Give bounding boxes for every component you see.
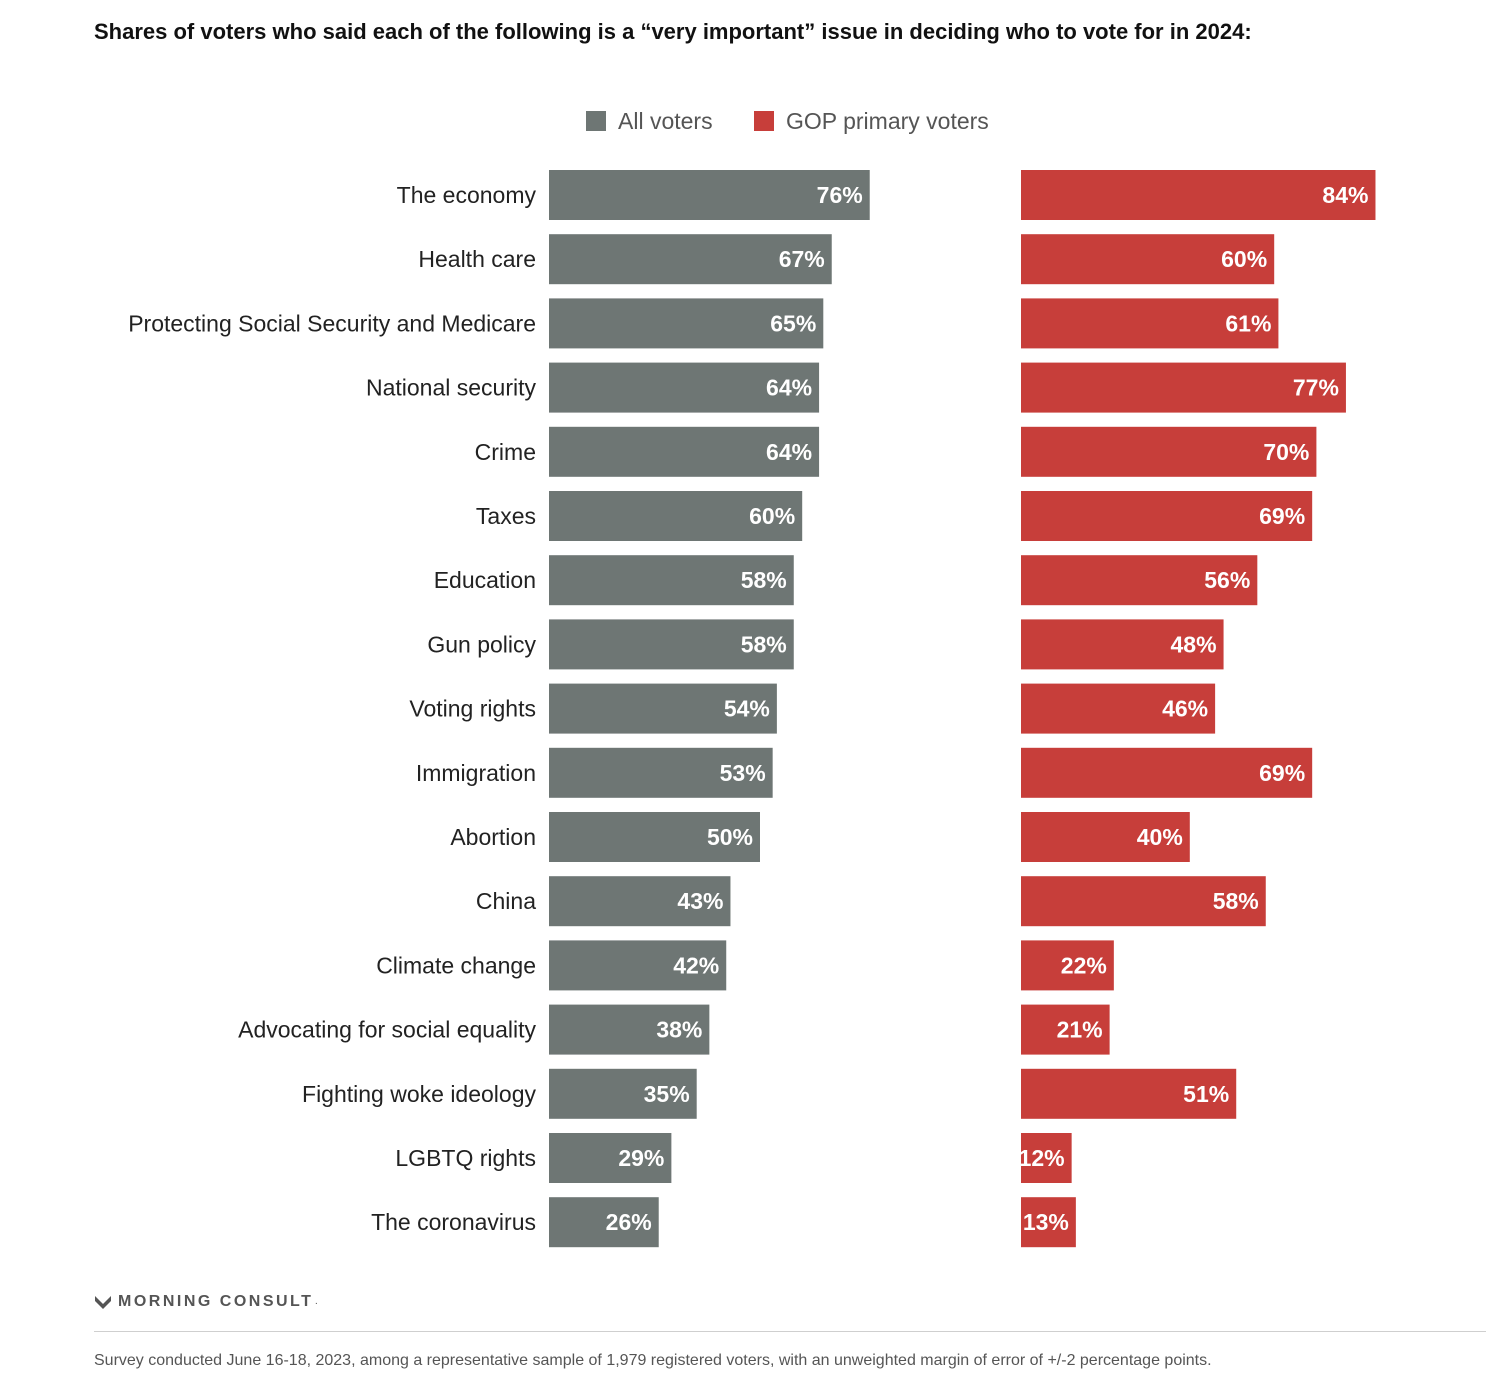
bar-all-voters-the-economy	[549, 170, 870, 220]
value-label-all-voters-lgbtq-rights: 29%	[618, 1145, 664, 1171]
category-label-the-coronavirus: The coronavirus	[371, 1209, 536, 1235]
bar-all-voters-advocating-for-social-equality	[549, 1004, 710, 1055]
bar-all-voters-protecting-social-security-and-medicare	[549, 298, 824, 349]
value-label-all-voters-protecting-social-security-and-medicare: 65%	[770, 310, 816, 336]
legend-item-gop-primary-voters: GOP primary voters	[754, 104, 989, 138]
legend: All voters GOP primary voters	[0, 104, 1486, 138]
value-label-all-voters-climate-change: 42%	[673, 952, 719, 978]
value-label-all-voters-taxes: 60%	[749, 503, 795, 529]
bar-gop-primary-voters-climate-change	[1021, 940, 1114, 991]
bar-all-voters-voting-rights	[549, 683, 777, 734]
category-label-national-security: National security	[366, 375, 537, 401]
bar-gop-primary-voters-protecting-social-security-and-medicare	[1021, 298, 1279, 349]
category-label-abortion: Abortion	[450, 824, 536, 850]
value-label-all-voters-advocating-for-social-equality: 38%	[656, 1017, 702, 1043]
value-label-all-voters-education: 58%	[741, 567, 787, 593]
category-label-advocating-for-social-equality: Advocating for social equality	[238, 1017, 536, 1043]
value-label-gop-primary-voters-lgbtq-rights: 12%	[1019, 1145, 1065, 1171]
value-label-gop-primary-voters-the-coronavirus: 13%	[1023, 1209, 1069, 1235]
category-label-fighting-woke-ideology: Fighting woke ideology	[302, 1081, 536, 1107]
value-label-all-voters-abortion: 50%	[707, 824, 753, 850]
bar-gop-primary-voters-fighting-woke-ideology	[1021, 1068, 1237, 1119]
footer-divider	[94, 1331, 1486, 1332]
bar-gop-primary-voters-gun-policy	[1021, 619, 1224, 670]
bar-gop-primary-voters-abortion	[1021, 812, 1190, 862]
bar-gop-primary-voters-national-security	[1021, 362, 1346, 413]
category-label-health-care: Health care	[418, 246, 536, 272]
bar-gop-primary-voters-lgbtq-rights	[1021, 1133, 1072, 1183]
value-label-gop-primary-voters-education: 56%	[1204, 567, 1250, 593]
value-label-gop-primary-voters-national-security: 77%	[1293, 375, 1339, 401]
brand-name: MORNING CONSULT	[118, 1293, 314, 1310]
bar-gop-primary-voters-the-coronavirus	[1021, 1197, 1076, 1248]
bar-gop-primary-voters-china	[1021, 876, 1266, 927]
value-label-all-voters-fighting-woke-ideology: 35%	[644, 1081, 690, 1107]
bar-all-voters-abortion	[549, 812, 760, 862]
legend-item-all-voters: All voters	[586, 104, 713, 138]
category-label-lgbtq-rights: LGBTQ rights	[395, 1145, 536, 1171]
category-label-voting-rights: Voting rights	[409, 696, 536, 722]
value-label-gop-primary-voters-health-care: 60%	[1221, 246, 1267, 272]
bar-all-voters-fighting-woke-ideology	[549, 1068, 697, 1119]
value-label-all-voters-the-coronavirus: 26%	[606, 1209, 652, 1235]
legend-label-all-voters: All voters	[618, 107, 713, 134]
bar-all-voters-education	[549, 555, 794, 606]
value-label-all-voters-the-economy: 76%	[817, 182, 863, 208]
bar-gop-primary-voters-advocating-for-social-equality	[1021, 1004, 1110, 1055]
value-label-all-voters-national-security: 64%	[766, 375, 812, 401]
value-label-gop-primary-voters-immigration: 69%	[1259, 760, 1305, 786]
bar-gop-primary-voters-health-care	[1021, 234, 1275, 285]
value-label-all-voters-health-care: 67%	[779, 246, 825, 272]
value-label-gop-primary-voters-crime: 70%	[1263, 439, 1309, 465]
value-label-gop-primary-voters-voting-rights: 46%	[1162, 696, 1208, 722]
value-label-gop-primary-voters-abortion: 40%	[1137, 824, 1183, 850]
bar-all-voters-china	[549, 876, 731, 927]
category-label-protecting-social-security-and-medicare: Protecting Social Security and Medicare	[128, 310, 536, 336]
category-label-crime: Crime	[475, 439, 536, 465]
value-label-gop-primary-voters-protecting-social-security-and-medicare: 61%	[1225, 310, 1271, 336]
bar-all-voters-immigration	[549, 747, 773, 798]
value-label-all-voters-china: 43%	[677, 888, 723, 914]
legend-swatch-gop-primary-voters	[754, 111, 774, 131]
value-label-gop-primary-voters-fighting-woke-ideology: 51%	[1183, 1081, 1229, 1107]
bar-all-voters-the-coronavirus	[549, 1197, 659, 1248]
bar-all-voters-taxes	[549, 491, 803, 541]
value-label-gop-primary-voters-china: 58%	[1213, 888, 1259, 914]
legend-label-gop-primary-voters: GOP primary voters	[786, 107, 989, 134]
survey-note: Survey conducted June 16-18, 2023, among…	[94, 1352, 1212, 1369]
bar-gop-primary-voters-voting-rights	[1021, 683, 1216, 734]
value-label-all-voters-gun-policy: 58%	[741, 631, 787, 657]
category-label-education: Education	[434, 567, 536, 593]
bar-gop-primary-voters-immigration	[1021, 747, 1313, 798]
morning-consult-icon	[95, 1296, 111, 1309]
bar-chart: The economy 76% 84% Health care 67% 60% Protec…	[128, 170, 1376, 1248]
bar-all-voters-health-care	[549, 234, 832, 285]
value-label-gop-primary-voters-climate-change: 22%	[1061, 952, 1107, 978]
legend-swatch-all-voters	[586, 111, 606, 131]
value-label-gop-primary-voters-the-economy: 84%	[1322, 182, 1368, 208]
bar-gop-primary-voters-education	[1021, 555, 1258, 606]
bar-all-voters-gun-policy	[549, 619, 794, 670]
bar-gop-primary-voters-the-economy	[1021, 170, 1376, 220]
chart-title: Shares of voters who said each of the fo…	[94, 19, 1252, 44]
value-label-gop-primary-voters-gun-policy: 48%	[1171, 631, 1217, 657]
bar-all-voters-crime	[549, 426, 820, 477]
category-label-gun-policy: Gun policy	[427, 631, 536, 657]
value-label-gop-primary-voters-advocating-for-social-equality: 21%	[1057, 1017, 1103, 1043]
bar-all-voters-climate-change	[549, 940, 727, 991]
value-label-all-voters-voting-rights: 54%	[724, 696, 770, 722]
bar-all-voters-national-security	[549, 362, 820, 413]
bar-all-voters-lgbtq-rights	[549, 1133, 672, 1183]
brand-logo: MORNING CONSULT.	[94, 1290, 317, 1314]
bar-gop-primary-voters-crime	[1021, 426, 1317, 477]
category-label-immigration: Immigration	[416, 760, 536, 786]
category-label-the-economy: The economy	[397, 182, 537, 208]
value-label-all-voters-crime: 64%	[766, 439, 812, 465]
category-label-taxes: Taxes	[476, 503, 536, 529]
bar-gop-primary-voters-taxes	[1021, 491, 1313, 541]
value-label-gop-primary-voters-taxes: 69%	[1259, 503, 1305, 529]
value-label-all-voters-immigration: 53%	[720, 760, 766, 786]
category-label-climate-change: Climate change	[376, 952, 536, 978]
category-label-china: China	[476, 888, 536, 914]
